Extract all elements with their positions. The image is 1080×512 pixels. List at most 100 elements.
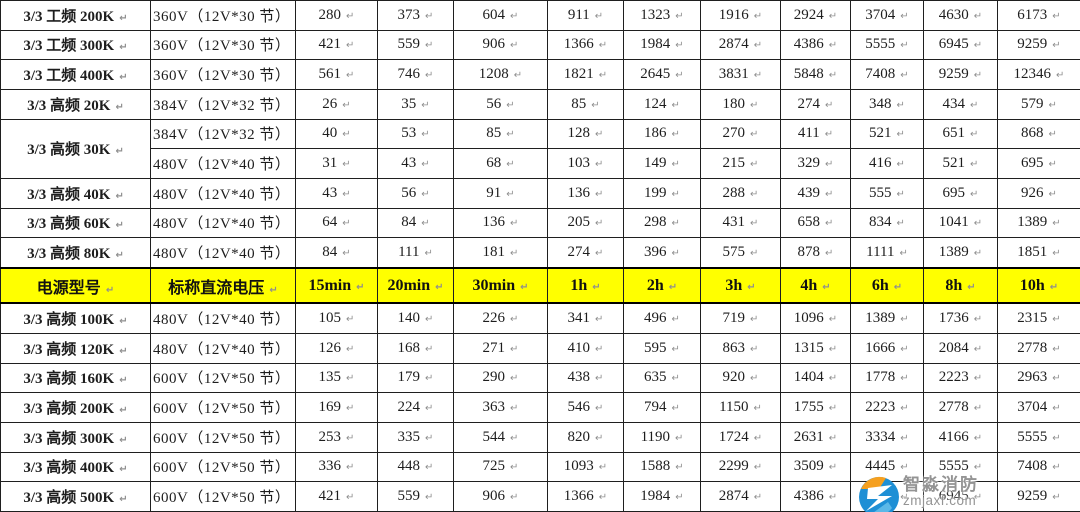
value-cell: 2223 ↵	[850, 392, 924, 423]
header-row: 电源型号 ↵ 标称直流电压 ↵ 15min ↵ 20min ↵ 30min ↵ 1h ↵ 2h ↵ 3h ↵ 4…	[0, 267, 1080, 305]
value-cell-text: 3334	[865, 428, 896, 445]
value-cell-text: 199	[644, 184, 667, 201]
model-cell-text: 3/3 工频 200K	[23, 8, 115, 25]
value-cell: 2223 ↵	[923, 362, 998, 394]
return-mark-icon: ↵	[119, 12, 128, 24]
value-cell: 274 ↵	[547, 237, 624, 269]
return-mark-icon: ↵	[598, 40, 608, 52]
value-cell-text: 1389	[938, 244, 969, 261]
model-cell: 3/3 高频 40K ↵	[0, 177, 151, 209]
value-cell: 253 ↵	[295, 421, 378, 453]
return-mark-icon: ↵	[973, 432, 983, 444]
return-mark-icon: ↵	[973, 373, 983, 385]
value-cell: 128 ↵	[547, 118, 624, 150]
value-cell-text: 695	[1021, 155, 1044, 172]
value-cell: 2963 ↵	[997, 362, 1080, 394]
value-cell: 363 ↵	[453, 392, 548, 423]
value-cell-text: 2778	[938, 399, 969, 416]
model-cell-text: 3/3 工频 400K	[23, 68, 115, 85]
model-cell-text: 3/3 高频 160K	[23, 371, 115, 388]
return-mark-icon: ↵	[668, 281, 678, 293]
value-cell-text: 341	[567, 310, 591, 327]
return-mark-icon: ↵	[750, 159, 759, 171]
return-mark-icon: ↵	[899, 248, 908, 260]
return-mark-icon: ↵	[1052, 343, 1061, 355]
return-mark-icon: ↵	[900, 10, 909, 22]
value-cell: 1150 ↵	[700, 392, 781, 423]
value-cell-text: 9259	[1017, 488, 1048, 505]
return-mark-icon: ↵	[510, 432, 519, 444]
value-cell: 1821 ↵	[547, 59, 624, 90]
return-mark-icon: ↵	[342, 129, 351, 141]
value-cell: 4445 ↵	[850, 451, 924, 483]
return-mark-icon: ↵	[825, 159, 834, 171]
value-cell: 421 ↵	[295, 481, 378, 512]
return-mark-icon: ↵	[824, 129, 834, 141]
value-cell: 270 ↵	[700, 118, 781, 150]
value-cell-text: 1736	[938, 310, 969, 327]
value-cell: 35 ↵	[377, 88, 454, 120]
value-cell: 3509 ↵	[780, 451, 851, 483]
model-cell: 3/3 高频 400K ↵	[0, 451, 151, 483]
value-cell-text: 2963	[1017, 369, 1048, 386]
voltage-cell: 600V（12V*50 节）↵	[150, 362, 296, 394]
value-cell: 1588 ↵	[623, 451, 701, 483]
table-row: 3/3 高频 80K↵480V（12V*40 节）↵84↵111↵181↵274…	[0, 237, 1080, 269]
return-mark-icon: ↵	[900, 432, 909, 444]
value-cell-text: 215	[722, 155, 746, 172]
model-cell-text: 3/3 高频 30K	[27, 142, 111, 159]
value-cell: 746 ↵	[377, 59, 454, 90]
return-mark-icon: ↵	[828, 403, 838, 415]
value-cell-text: 1851	[1017, 244, 1048, 261]
voltage-cell-text: 480V（12V*40 节）	[153, 246, 291, 263]
value-cell: 4386 ↵	[780, 29, 851, 61]
return-mark-icon: ↵	[425, 10, 434, 22]
voltage-cell-text: 360V（12V*30 节）	[153, 38, 291, 55]
value-cell-text: 53	[401, 125, 417, 142]
value-cell-text: 431	[722, 214, 746, 231]
return-mark-icon: ↵	[346, 403, 355, 415]
return-mark-icon: ↵	[828, 462, 838, 474]
return-mark-icon: ↵	[356, 281, 365, 293]
value-cell-text: 1190	[640, 428, 671, 445]
return-mark-icon: ↵	[750, 218, 759, 230]
value-cell: 140 ↵	[377, 302, 454, 334]
voltage-cell-text: 480V（12V*40 节）	[153, 341, 291, 358]
value-cell-text: 84	[322, 244, 338, 261]
value-cell: 1755 ↵	[780, 392, 851, 423]
return-mark-icon: ↵	[425, 314, 434, 326]
return-mark-icon: ↵	[896, 159, 905, 171]
value-cell-text: 559	[397, 36, 421, 53]
return-mark-icon: ↵	[675, 462, 684, 474]
return-mark-icon: ↵	[119, 375, 128, 387]
value-cell: 575 ↵	[700, 237, 781, 269]
value-cell-text: 920	[722, 369, 746, 386]
table-row: 3/3 高频 400K↵600V（12V*50 节）↵336↵448↵725↵1…	[0, 451, 1080, 483]
header-cell-time-text: 4h	[800, 276, 818, 294]
return-mark-icon: ↵	[1052, 218, 1061, 230]
value-cell-text: 35	[401, 95, 417, 112]
return-mark-icon: ↵	[595, 188, 604, 200]
value-cell-text: 1984	[640, 488, 671, 505]
value-cell-text: 4445	[865, 458, 896, 475]
header-cell-time: 10h ↵	[997, 267, 1080, 305]
value-cell-text: 288	[722, 184, 746, 201]
value-cell-text: 124	[644, 95, 667, 112]
return-mark-icon: ↵	[1048, 99, 1057, 111]
return-mark-icon: ↵	[425, 40, 434, 52]
voltage-cell-text: 360V（12V*30 节）	[153, 68, 291, 85]
value-cell-text: 906	[482, 488, 506, 505]
value-cell: 2315 ↵	[997, 302, 1080, 334]
voltage-cell: 600V（12V*50 节）↵	[150, 451, 296, 483]
value-cell-text: 416	[869, 155, 892, 172]
value-cell-text: 1724	[718, 428, 749, 445]
value-cell-text: 6945	[938, 36, 969, 53]
return-mark-icon: ↵	[825, 218, 834, 230]
value-cell: 199 ↵	[623, 177, 701, 209]
return-mark-icon: ↵	[1052, 403, 1061, 415]
value-cell: 43 ↵	[377, 148, 454, 179]
value-cell: 205 ↵	[547, 207, 624, 239]
header-cell-voltage: 标称直流电压 ↵	[150, 267, 296, 305]
value-cell-text: 274	[567, 244, 591, 261]
value-cell: 2778 ↵	[923, 392, 998, 423]
